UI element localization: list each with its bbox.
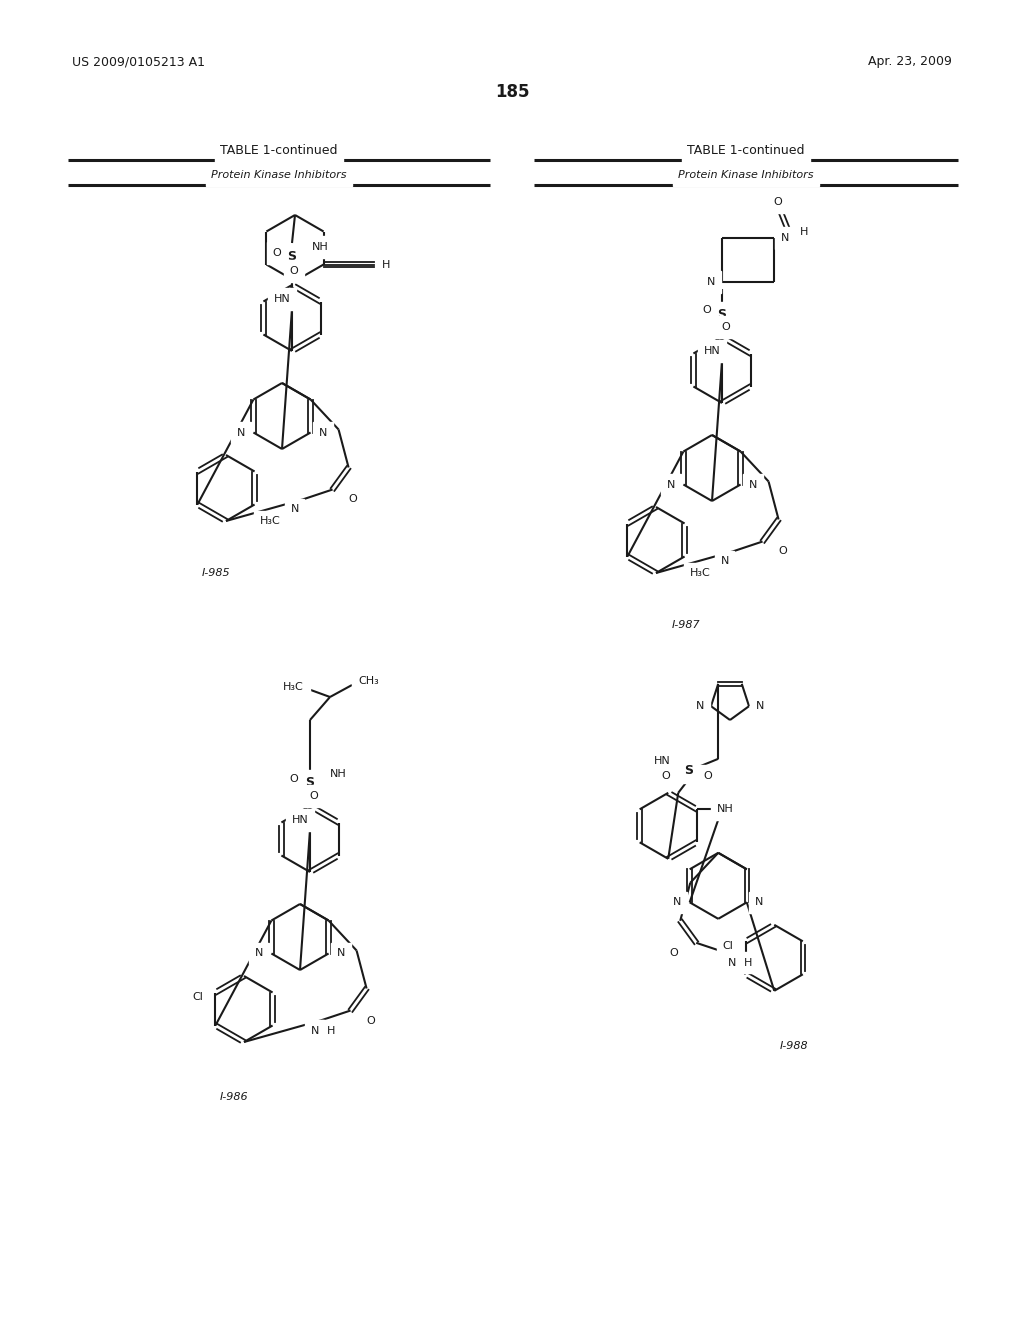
Text: S: S <box>684 764 693 777</box>
Text: Protein Kinase Inhibitors: Protein Kinase Inhibitors <box>211 170 347 180</box>
Text: N: N <box>707 277 715 286</box>
Text: O: O <box>348 495 357 504</box>
Text: NH: NH <box>312 242 329 252</box>
Text: O: O <box>290 267 298 276</box>
Text: S: S <box>288 251 297 264</box>
Text: O: O <box>702 305 712 315</box>
Text: Apr. 23, 2009: Apr. 23, 2009 <box>868 55 952 69</box>
Text: HN: HN <box>274 294 291 304</box>
Text: O: O <box>703 771 712 781</box>
Text: H: H <box>744 958 753 968</box>
Text: I-985: I-985 <box>202 568 230 578</box>
Text: O: O <box>272 248 282 257</box>
Text: I-986: I-986 <box>220 1092 248 1102</box>
Text: H: H <box>800 227 808 238</box>
Text: N: N <box>756 701 764 711</box>
Text: HN: HN <box>705 346 721 356</box>
Text: O: O <box>778 546 787 557</box>
Text: TABLE 1-continued: TABLE 1-continued <box>220 144 338 157</box>
Text: O: O <box>722 322 730 333</box>
Text: N: N <box>310 1026 318 1035</box>
Text: N: N <box>749 479 757 490</box>
Text: N: N <box>237 428 246 437</box>
Text: N: N <box>667 479 676 490</box>
Text: O: O <box>773 197 782 207</box>
Text: N: N <box>695 701 703 711</box>
Text: O: O <box>670 948 678 958</box>
Text: I-987: I-987 <box>672 620 700 630</box>
Text: Cl: Cl <box>193 993 204 1002</box>
Text: O: O <box>662 771 671 781</box>
Text: N: N <box>728 958 736 968</box>
Text: N: N <box>781 234 790 243</box>
Text: S: S <box>305 776 314 788</box>
Text: I-988: I-988 <box>780 1040 809 1051</box>
Text: TABLE 1-continued: TABLE 1-continued <box>687 144 805 157</box>
Text: H: H <box>382 260 390 269</box>
Text: CH₃: CH₃ <box>358 676 379 686</box>
Text: US 2009/0105213 A1: US 2009/0105213 A1 <box>72 55 205 69</box>
Text: H₃C: H₃C <box>284 682 304 692</box>
Text: H₃C: H₃C <box>260 516 281 527</box>
Text: N: N <box>318 428 327 437</box>
Text: H: H <box>327 1026 335 1035</box>
Text: NH: NH <box>330 770 347 779</box>
Text: S: S <box>718 308 726 321</box>
Text: 185: 185 <box>495 83 529 102</box>
Text: HN: HN <box>292 814 309 825</box>
Text: O: O <box>309 791 318 801</box>
Text: NH: NH <box>717 804 733 814</box>
Text: Protein Kinase Inhibitors: Protein Kinase Inhibitors <box>678 170 814 180</box>
Text: N: N <box>255 949 263 958</box>
Text: O: O <box>290 774 298 784</box>
Text: N: N <box>674 898 682 907</box>
Text: Cl: Cl <box>723 941 733 952</box>
Text: O: O <box>367 1015 375 1026</box>
Text: N: N <box>755 898 763 907</box>
Text: H₃C: H₃C <box>690 569 711 578</box>
Text: HN: HN <box>653 756 671 766</box>
Text: N: N <box>337 949 345 958</box>
Text: N: N <box>721 557 729 566</box>
Text: N: N <box>291 504 299 515</box>
